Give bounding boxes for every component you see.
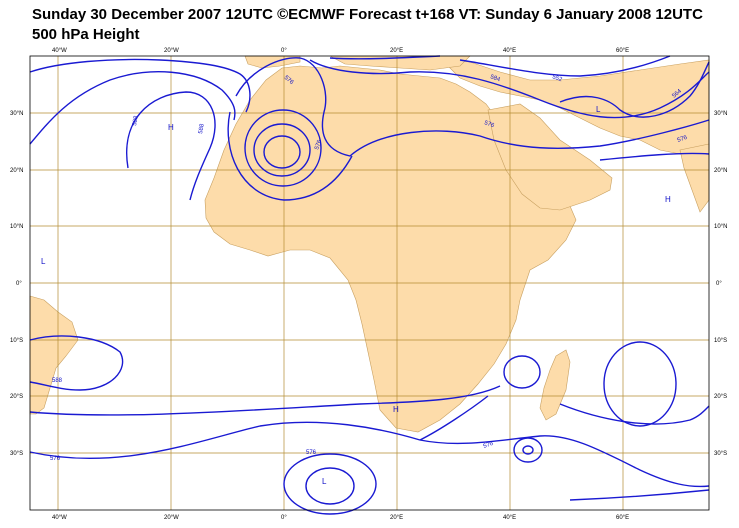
latitude-labels: 30°N 20°N 10°N 0° 10°S 20°S 30°S 30°N 20… <box>10 111 727 457</box>
title-line-2: 500 hPa Height <box>32 26 140 43</box>
high-center-atlantic: H <box>168 123 174 132</box>
lat-label-left: 10°N <box>10 224 23 230</box>
contour-label: 576 <box>283 75 295 86</box>
contour-south-bend <box>419 395 489 441</box>
contour-sahara-outer <box>227 111 353 201</box>
contour-atlantic-upper <box>29 71 236 145</box>
longitude-labels: 40°W 20°W 0° 20°E 40°E 60°E 40°W 20°W 0°… <box>52 48 629 521</box>
pressure-centers: H L H L H L <box>41 105 671 486</box>
low-center-south: L <box>322 477 327 486</box>
contour-label: 576 <box>483 441 495 450</box>
lon-label-top: 40°E <box>503 48 516 54</box>
africa-landmass <box>204 65 577 433</box>
lat-label-right: 30°N <box>714 111 727 117</box>
lat-label-left: 20°S <box>10 394 23 400</box>
contour-label: 588 <box>198 123 206 135</box>
low-center-atlantic: L <box>41 257 46 266</box>
contour-south-low-1 <box>305 467 355 505</box>
contour-ring-3 <box>244 109 322 187</box>
contour-bottom-east <box>569 489 710 501</box>
contour-label: 552 <box>551 74 563 83</box>
title-line-1: Sunday 30 December 2007 12UTC ©ECMWF For… <box>32 6 703 23</box>
landmasses <box>29 55 710 433</box>
contour-label: 564 <box>671 88 683 99</box>
lat-label-left: 0° <box>16 281 22 287</box>
middle-east-landmass <box>439 57 710 157</box>
lon-label-top: 20°E <box>390 48 403 54</box>
contour-ring-1 <box>263 135 301 169</box>
lat-label-left: 20°N <box>10 168 23 174</box>
lon-label-top: 40°W <box>52 48 67 54</box>
lat-label-right: 10°N <box>714 224 727 230</box>
lat-label-right: 10°S <box>714 338 727 344</box>
lat-label-right: 0° <box>716 281 722 287</box>
contour-indian-ocean <box>603 341 677 427</box>
contour-south-ring-2 <box>522 445 534 455</box>
contour-label: 588 <box>52 378 63 384</box>
contour-indian-south <box>559 403 710 425</box>
lon-label-bottom: 60°E <box>616 515 629 521</box>
lat-label-right: 20°N <box>714 168 727 174</box>
lon-label-bottom: 40°E <box>503 515 516 521</box>
contour-south-ring-1 <box>513 437 543 463</box>
contour-east-low <box>599 152 710 161</box>
contour-south-1 <box>29 385 501 416</box>
contour-label: 584 <box>489 74 501 83</box>
europe-landmass <box>329 55 471 71</box>
lon-label-top: 60°E <box>616 48 629 54</box>
contour-top-band <box>329 55 441 60</box>
lat-label-right: 20°S <box>714 394 727 400</box>
low-center-iran: L <box>596 105 601 114</box>
height-contours <box>29 55 710 515</box>
contour-top-left <box>29 58 251 113</box>
contour-mozambique <box>503 355 541 389</box>
contour-sw-588 <box>29 335 124 391</box>
high-center-arabian-sea: H <box>665 195 671 204</box>
contour-atlantic-high <box>126 91 216 201</box>
madagascar-landmass <box>539 349 571 421</box>
contour-label: 576 <box>483 120 495 129</box>
contour-label: 576 <box>306 450 317 456</box>
map-frame <box>29 55 710 511</box>
lon-label-bottom: 40°W <box>52 515 67 521</box>
contour-mid-band <box>309 59 710 119</box>
lat-label-left: 30°S <box>10 451 23 457</box>
lon-label-bottom: 0° <box>281 515 287 521</box>
lon-label-top: 0° <box>281 48 287 54</box>
contour-labels: 588 588 576 576 576 584 552 576 564 588 … <box>50 74 689 462</box>
lon-label-top: 20°W <box>164 48 179 54</box>
graticule <box>30 56 709 510</box>
lon-label-bottom: 20°W <box>164 515 179 521</box>
contour-576-band <box>235 57 710 157</box>
lat-label-left: 30°N <box>10 111 23 117</box>
contour-576-south <box>29 421 710 488</box>
contour-south-low-2 <box>283 453 377 515</box>
contour-label: 576 <box>314 139 323 151</box>
contour-label: 576 <box>50 456 61 462</box>
arabia-landmass <box>487 103 613 211</box>
lon-label-bottom: 20°E <box>390 515 403 521</box>
contour-564 <box>559 61 710 118</box>
high-center-southern-africa: H <box>393 405 399 414</box>
lat-label-left: 10°S <box>10 338 23 344</box>
contour-label: 588 <box>132 115 140 127</box>
contour-label: 576 <box>677 135 689 144</box>
lat-label-right: 30°S <box>714 451 727 457</box>
contour-ring-2 <box>253 123 311 177</box>
contour-552 <box>459 55 671 77</box>
